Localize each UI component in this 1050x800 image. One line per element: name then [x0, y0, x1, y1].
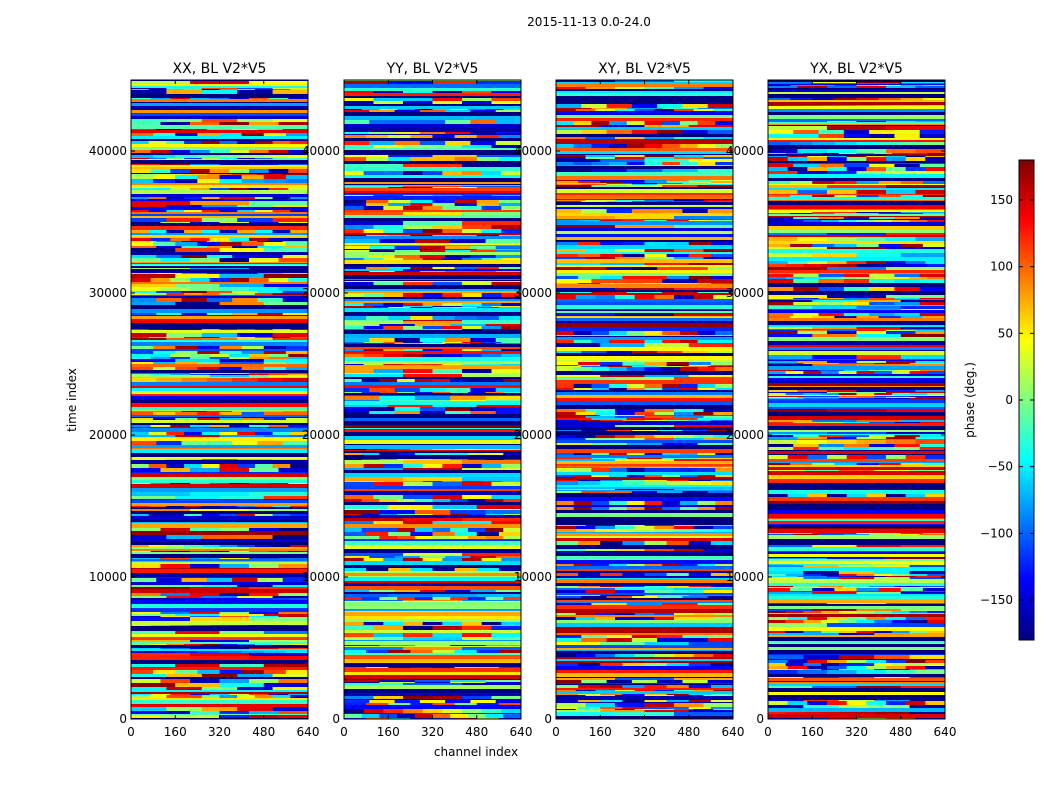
x-tick-label: 160 [589, 725, 612, 739]
x-tick-label: 480 [252, 725, 275, 739]
y-tick-label: 40000 [302, 144, 340, 158]
x-tick-label: 160 [164, 725, 187, 739]
colorbar-tick-label: 0 [1005, 393, 1013, 407]
x-tick-label: 640 [297, 725, 320, 739]
colorbar-label: phase (deg.) [963, 362, 977, 438]
y-tick-label: 30000 [302, 286, 340, 300]
panel-title: XX, BL V2*V5 [173, 61, 267, 77]
colorbar-tick-label: −100 [980, 526, 1013, 540]
x-tick-label: 0 [340, 725, 348, 739]
phase-heatmap [768, 80, 945, 719]
phase-heatmap [344, 80, 521, 719]
x-tick-label: 480 [677, 725, 700, 739]
y-tick-label: 30000 [89, 286, 127, 300]
panel-title: YY, BL V2*V5 [386, 61, 479, 77]
phase-heatmap [556, 80, 733, 719]
y-tick-label: 40000 [89, 144, 127, 158]
y-tick-label: 0 [119, 712, 127, 726]
y-axis-label: time index [65, 368, 79, 432]
y-tick-label: 10000 [89, 570, 127, 584]
y-tick-label: 30000 [726, 286, 764, 300]
x-tick-label: 480 [889, 725, 912, 739]
colorbar-tick-label: −150 [980, 593, 1013, 607]
x-tick-label: 640 [722, 725, 745, 739]
panel-1: XX, BL V2*V5 0 160 320 480 640 0 10000 20000 3000… [89, 61, 320, 739]
y-tick-label: 10000 [302, 570, 340, 584]
y-tick-label: 30000 [514, 286, 552, 300]
y-tick-label: 20000 [89, 428, 127, 442]
x-tick-label: 0 [127, 725, 135, 739]
y-tick-label: 10000 [726, 570, 764, 584]
y-tick-label: 0 [332, 712, 340, 726]
y-tick-label: 10000 [514, 570, 552, 584]
x-tick-label: 0 [764, 725, 772, 739]
x-tick-label: 480 [465, 725, 488, 739]
colorbar-tick-label: −50 [988, 460, 1013, 474]
figure-suptitle: 2015-11-13 0.0-24.0 [527, 15, 651, 29]
x-tick-label: 640 [934, 725, 957, 739]
y-tick-label: 20000 [726, 428, 764, 442]
y-tick-label: 40000 [514, 144, 552, 158]
panel-title: XY, BL V2*V5 [598, 61, 691, 77]
panel-2: YY, BL V2*V5 0 160 320 480 640 0 10000 20000 3000… [302, 61, 533, 739]
colorbar-tick-label: 150 [990, 193, 1013, 207]
colorbar-tick-label: 50 [998, 326, 1013, 340]
y-tick-label: 0 [544, 712, 552, 726]
x-tick-label: 160 [801, 725, 824, 739]
x-tick-label: 640 [510, 725, 533, 739]
panels-group: XX, BL V2*V5 0 160 320 480 640 0 10000 20000 3000… [89, 61, 957, 739]
panel-title: YX, BL V2*V5 [809, 61, 903, 77]
panel-4: YX, BL V2*V5 0 160 320 480 640 0 10000 20000 3000… [726, 61, 957, 739]
x-tick-label: 0 [552, 725, 560, 739]
colorbar-tick-label: 100 [990, 260, 1013, 274]
x-axis-label: channel index [434, 745, 518, 759]
x-tick-label: 320 [208, 725, 231, 739]
x-tick-label: 320 [633, 725, 656, 739]
y-tick-label: 40000 [726, 144, 764, 158]
y-tick-label: 20000 [514, 428, 552, 442]
x-tick-label: 320 [845, 725, 868, 739]
x-tick-label: 160 [377, 725, 400, 739]
y-tick-label: 20000 [302, 428, 340, 442]
x-tick-label: 320 [421, 725, 444, 739]
phase-heatmap [131, 80, 308, 719]
colorbar: −150 −100 −50 0 50 100 150 [980, 159, 1035, 641]
panel-3: XY, BL V2*V5 0 160 320 480 640 0 10000 20000 3000… [514, 61, 745, 739]
y-tick-label: 0 [756, 712, 764, 726]
